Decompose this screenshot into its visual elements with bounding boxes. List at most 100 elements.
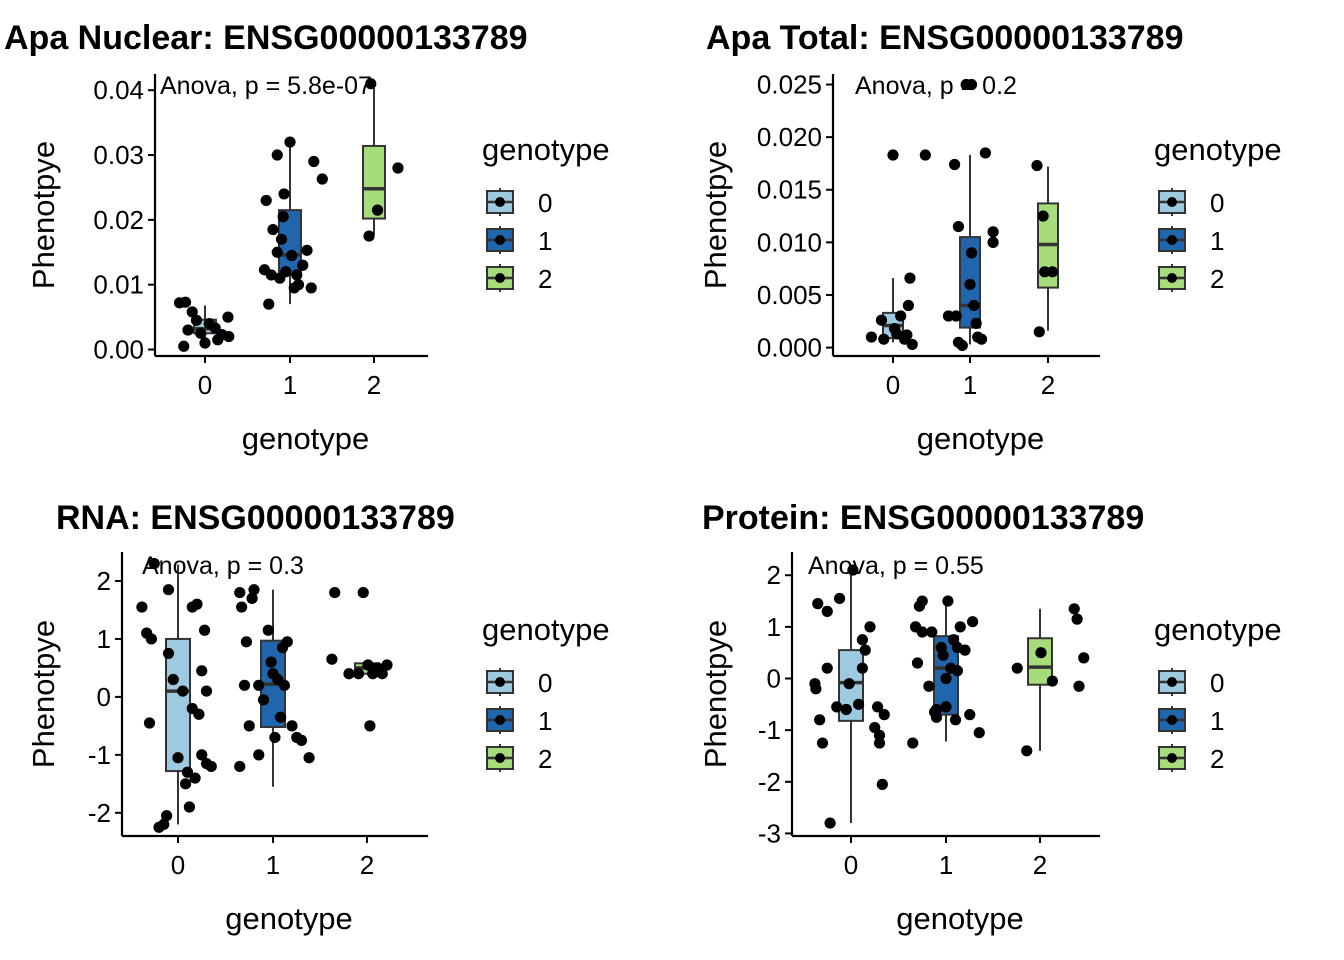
legend-label: 2 bbox=[1210, 264, 1224, 294]
anova-annotation: Anova, p = 5.8e-07 bbox=[160, 72, 372, 100]
data-point bbox=[158, 818, 170, 831]
data-point bbox=[200, 757, 213, 770]
data-point bbox=[303, 752, 315, 764]
data-point bbox=[278, 679, 290, 691]
data-point bbox=[148, 557, 160, 570]
data-point bbox=[329, 586, 341, 599]
data-point bbox=[816, 737, 829, 749]
box-genotype-2 bbox=[1027, 637, 1053, 686]
data-point bbox=[190, 314, 203, 326]
data-point bbox=[973, 727, 985, 739]
x-tick-label: 0 bbox=[844, 850, 858, 880]
y-tick-label: 0.005 bbox=[757, 280, 822, 310]
data-point bbox=[951, 665, 964, 677]
data-point bbox=[923, 680, 935, 692]
data-point bbox=[965, 78, 978, 91]
data-point bbox=[246, 592, 258, 604]
data-point bbox=[362, 659, 374, 671]
data-point bbox=[199, 624, 211, 636]
data-point bbox=[343, 668, 355, 680]
data-point bbox=[248, 584, 260, 596]
data-point bbox=[269, 731, 281, 744]
data-point bbox=[875, 314, 888, 326]
y-tick-label: -1 bbox=[88, 740, 111, 770]
x-tick-label: 2 bbox=[360, 850, 374, 880]
data-point bbox=[260, 194, 272, 207]
data-point bbox=[257, 694, 270, 706]
y-tick-label: -2 bbox=[88, 798, 111, 828]
data-point bbox=[182, 324, 194, 336]
x-tick-label: 0 bbox=[886, 370, 900, 400]
data-point bbox=[267, 223, 279, 236]
box-genotype-2 bbox=[362, 144, 386, 220]
data-point bbox=[814, 714, 826, 726]
data-point bbox=[951, 641, 964, 654]
data-point bbox=[878, 333, 890, 345]
data-point bbox=[143, 717, 156, 729]
legend: genotype 0 1 2 bbox=[1154, 132, 1282, 294]
legend-key-point bbox=[495, 677, 505, 687]
data-point bbox=[162, 584, 175, 596]
data-point bbox=[286, 249, 298, 262]
data-point bbox=[286, 720, 298, 732]
data-point bbox=[263, 298, 275, 310]
legend: genotype 0 1 2 bbox=[482, 612, 610, 774]
data-point bbox=[167, 673, 179, 686]
data-point bbox=[280, 266, 292, 278]
data-point bbox=[180, 778, 192, 790]
data-point bbox=[856, 662, 869, 674]
y-tick-label: 0.01 bbox=[93, 270, 144, 300]
data-point bbox=[275, 233, 288, 245]
data-point bbox=[178, 340, 190, 352]
legend-key-point bbox=[495, 197, 505, 207]
data-point bbox=[902, 299, 915, 312]
data-point bbox=[316, 173, 328, 185]
data-point bbox=[392, 162, 404, 174]
y-tick-label: -3 bbox=[758, 818, 781, 848]
legend-label: 0 bbox=[538, 188, 552, 218]
legend: genotype 0 1 2 bbox=[482, 132, 610, 294]
data-point bbox=[847, 564, 859, 576]
data-point bbox=[864, 621, 876, 633]
data-point bbox=[284, 136, 296, 148]
data-point bbox=[979, 147, 992, 159]
data-point bbox=[821, 662, 833, 674]
data-point bbox=[1031, 159, 1043, 172]
data-point bbox=[364, 720, 376, 732]
y-tick-label: 2 bbox=[97, 566, 111, 596]
panel-title: Apa Total: ENSG00000133789 bbox=[706, 19, 1184, 57]
data-point bbox=[1035, 647, 1047, 659]
data-point bbox=[930, 711, 943, 723]
data-point bbox=[381, 659, 393, 671]
data-point bbox=[297, 259, 309, 271]
data-point bbox=[281, 636, 293, 648]
data-point bbox=[212, 334, 224, 346]
x-axis-label: genotype bbox=[896, 901, 1024, 936]
x-tick-label: 0 bbox=[198, 370, 212, 400]
y-tick-label: 0.020 bbox=[757, 122, 822, 152]
data-point bbox=[916, 626, 928, 638]
data-point bbox=[240, 636, 252, 648]
data-point bbox=[376, 668, 388, 680]
x-axis-label: genotype bbox=[225, 901, 353, 936]
legend-label: 0 bbox=[538, 668, 552, 698]
data-point bbox=[161, 810, 173, 822]
data-point bbox=[363, 230, 375, 242]
data-point bbox=[952, 220, 965, 233]
panel-title: RNA: ENSG00000133789 bbox=[56, 499, 455, 537]
data-point bbox=[907, 737, 919, 749]
data-point bbox=[930, 703, 943, 716]
x-tick-label: 2 bbox=[1041, 370, 1055, 400]
data-point bbox=[301, 244, 313, 256]
data-point bbox=[916, 595, 928, 607]
legend-label: 1 bbox=[1210, 706, 1224, 736]
x-axis-label: genotype bbox=[917, 421, 1045, 456]
x-tick-label: 0 bbox=[171, 850, 185, 880]
y-tick-label: 1 bbox=[767, 612, 781, 642]
data-point bbox=[843, 678, 855, 690]
legend-key-point bbox=[495, 753, 505, 763]
data-point bbox=[876, 778, 888, 790]
data-point bbox=[277, 211, 289, 223]
data-point bbox=[265, 269, 277, 281]
data-point bbox=[1033, 326, 1045, 338]
